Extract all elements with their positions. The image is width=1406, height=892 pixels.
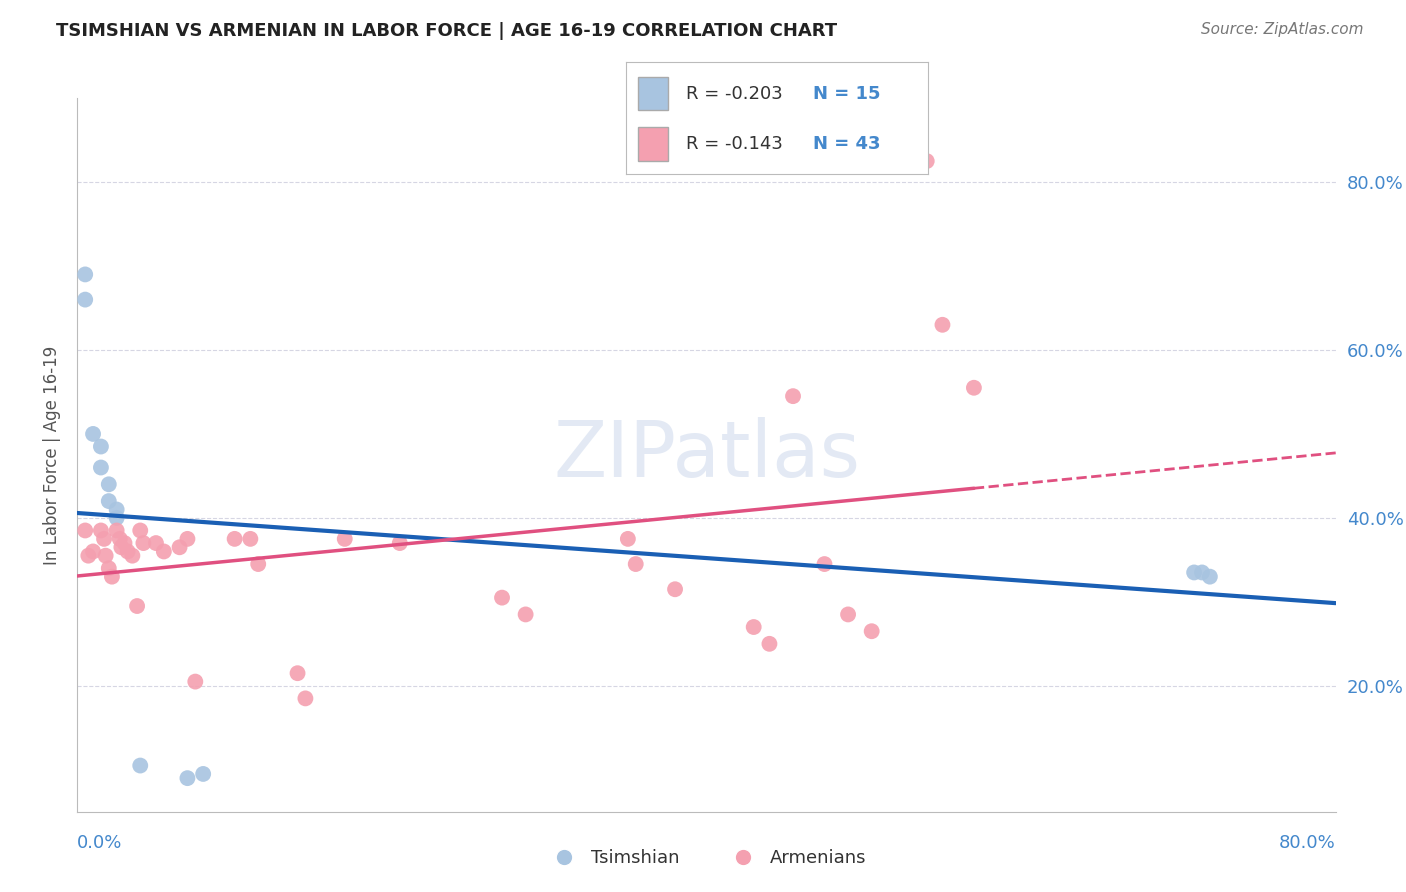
Point	[82, 426, 104, 441]
Text: ZIPatlas: ZIPatlas	[553, 417, 860, 493]
Text: 80.0%: 80.0%	[1279, 834, 1336, 852]
Point	[129, 524, 152, 538]
Point	[93, 532, 115, 546]
Point	[176, 771, 198, 785]
Point	[176, 532, 198, 546]
Point	[127, 599, 149, 613]
Point	[75, 268, 97, 282]
Text: R = -0.143: R = -0.143	[686, 135, 783, 153]
Point	[132, 536, 155, 550]
Point	[782, 389, 804, 403]
Point	[184, 674, 207, 689]
Point	[287, 666, 309, 681]
Point	[82, 544, 104, 558]
Point	[617, 532, 640, 546]
Point	[742, 620, 765, 634]
Point	[239, 532, 262, 546]
Legend: Tsimshian, Armenians: Tsimshian, Armenians	[538, 842, 875, 874]
Point	[145, 536, 167, 550]
Y-axis label: In Labor Force | Age 16-19: In Labor Force | Age 16-19	[44, 345, 62, 565]
Point	[117, 544, 139, 558]
Point	[94, 549, 117, 563]
Point	[110, 541, 132, 555]
Point	[860, 624, 883, 639]
Point	[75, 524, 97, 538]
Point	[108, 532, 131, 546]
Point	[515, 607, 537, 622]
Point	[97, 477, 120, 491]
Point	[191, 767, 215, 781]
Point	[90, 524, 112, 538]
Point	[294, 691, 316, 706]
FancyBboxPatch shape	[638, 77, 668, 111]
Text: Source: ZipAtlas.com: Source: ZipAtlas.com	[1201, 22, 1364, 37]
Point	[388, 536, 411, 550]
Point	[963, 381, 986, 395]
Point	[491, 591, 513, 605]
Point	[224, 532, 246, 546]
Point	[247, 557, 270, 571]
Point	[90, 440, 112, 454]
Point	[77, 549, 100, 563]
Point	[105, 524, 128, 538]
Point	[97, 494, 120, 508]
Text: TSIMSHIAN VS ARMENIAN IN LABOR FORCE | AGE 16-19 CORRELATION CHART: TSIMSHIAN VS ARMENIAN IN LABOR FORCE | A…	[56, 22, 838, 40]
Text: N = 43: N = 43	[813, 135, 880, 153]
Point	[931, 318, 953, 332]
Point	[114, 536, 136, 550]
Point	[1191, 566, 1213, 580]
Point	[153, 544, 176, 558]
Point	[758, 637, 780, 651]
Point	[97, 561, 120, 575]
Point	[333, 532, 356, 546]
Point	[837, 607, 859, 622]
Point	[105, 502, 128, 516]
Point	[101, 569, 124, 583]
Point	[105, 511, 128, 525]
Text: R = -0.203: R = -0.203	[686, 85, 783, 103]
Text: N = 15: N = 15	[813, 85, 880, 103]
Point	[915, 154, 938, 169]
Point	[129, 758, 152, 772]
Point	[624, 557, 647, 571]
Point	[75, 293, 97, 307]
Point	[121, 549, 143, 563]
Point	[1199, 569, 1222, 583]
Text: 0.0%: 0.0%	[77, 834, 122, 852]
Point	[169, 541, 191, 555]
Point	[90, 460, 112, 475]
Point	[813, 557, 835, 571]
Point	[1182, 566, 1205, 580]
Point	[664, 582, 686, 597]
FancyBboxPatch shape	[638, 127, 668, 161]
